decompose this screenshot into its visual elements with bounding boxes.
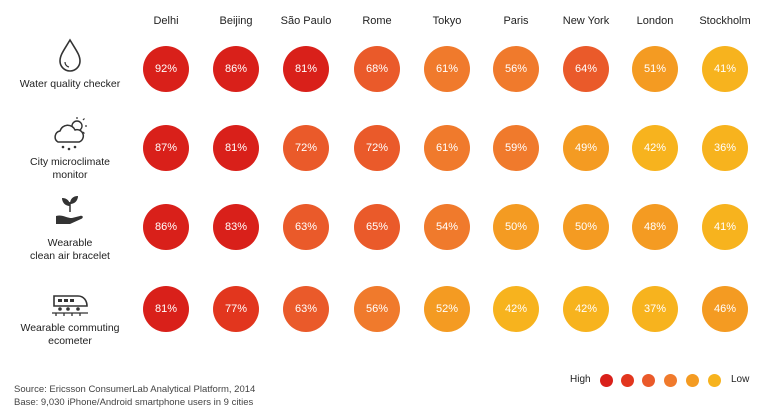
row-label-line: Wearable commuting <box>20 322 120 334</box>
row-label-line: clean air bracelet <box>30 250 110 262</box>
heatmap-cell: 50% <box>493 204 539 250</box>
weather-cloud-icon <box>54 117 87 151</box>
row-label-line: City microclimate <box>30 156 110 168</box>
row-label-line: monitor <box>52 169 88 181</box>
column-header: Delhi <box>153 15 179 27</box>
hand-plant-icon <box>56 196 83 224</box>
column-header: Paris <box>503 15 529 27</box>
heatmap-cell: 83% <box>213 204 259 250</box>
heatmap-cell: 68% <box>354 46 400 92</box>
row-label-line: ecometer <box>48 335 92 347</box>
heatmap-cell: 41% <box>702 46 748 92</box>
heatmap-cell: 56% <box>354 286 400 332</box>
heatmap-cell: 37% <box>632 286 678 332</box>
heatmap-cell: 81% <box>283 46 329 92</box>
heatmap-cell: 42% <box>563 286 609 332</box>
heatmap-cell: 86% <box>213 46 259 92</box>
heatmap-cell: 52% <box>424 286 470 332</box>
heatmap-cell: 81% <box>213 125 259 171</box>
row-label-line: Wearable <box>47 237 93 249</box>
legend-swatch <box>642 374 655 387</box>
row-label: Wearable clean air bracelet <box>10 237 130 263</box>
row-label: Wearable commuting ecometer <box>10 322 130 348</box>
column-header: London <box>636 15 674 27</box>
heatmap-cell: 51% <box>632 46 678 92</box>
heatmap-cell: 64% <box>563 46 609 92</box>
heatmap-cell: 72% <box>354 125 400 171</box>
legend-swatch <box>664 374 677 387</box>
heatmap-cell: 72% <box>283 125 329 171</box>
column-header: Tokyo <box>432 15 462 27</box>
heatmap-cell: 61% <box>424 125 470 171</box>
legend-swatch <box>686 374 699 387</box>
legend-swatch <box>708 374 721 387</box>
column-header: New York <box>562 15 610 27</box>
heatmap-cell: 87% <box>143 125 189 171</box>
heatmap-cell: 48% <box>632 204 678 250</box>
heatmap-cell: 42% <box>493 286 539 332</box>
heatmap-cell: 54% <box>424 204 470 250</box>
column-header: Rome <box>362 15 392 27</box>
heatmap-cell: 46% <box>702 286 748 332</box>
heatmap-cell: 61% <box>424 46 470 92</box>
row-label: City microclimate monitor <box>10 156 130 182</box>
heatmap-cell: 59% <box>493 125 539 171</box>
column-header: São Paulo <box>280 15 332 27</box>
heatmap-cell: 63% <box>283 286 329 332</box>
heatmap-cell: 77% <box>213 286 259 332</box>
legend-swatch <box>600 374 613 387</box>
heatmap-cell: 56% <box>493 46 539 92</box>
heatmap-cell: 65% <box>354 204 400 250</box>
legend-low-label: Low <box>731 374 750 385</box>
base-note: Base: 9,030 iPhone/Android smartphone us… <box>14 397 254 408</box>
legend-high-label: High <box>570 374 591 385</box>
heatmap-cell: 42% <box>632 125 678 171</box>
heatmap-cell: 92% <box>143 46 189 92</box>
train-icon <box>52 295 88 316</box>
legend-swatch <box>621 374 634 387</box>
heatmap-cell: 50% <box>563 204 609 250</box>
source-note: Source: Ericsson ConsumerLab Analytical … <box>14 384 256 395</box>
heatmap-cell: 36% <box>702 125 748 171</box>
heatmap-cell: 86% <box>143 204 189 250</box>
heatmap-cell: 49% <box>563 125 609 171</box>
heatmap-cell: 41% <box>702 204 748 250</box>
row-label: Water quality checker <box>10 78 130 91</box>
column-header: Stockholm <box>699 15 751 27</box>
water-drop-icon <box>59 38 81 72</box>
column-header: Beijing <box>219 15 253 27</box>
row-label-line: Water quality checker <box>19 78 121 90</box>
heatmap-cell: 63% <box>283 204 329 250</box>
heatmap-cell: 81% <box>143 286 189 332</box>
